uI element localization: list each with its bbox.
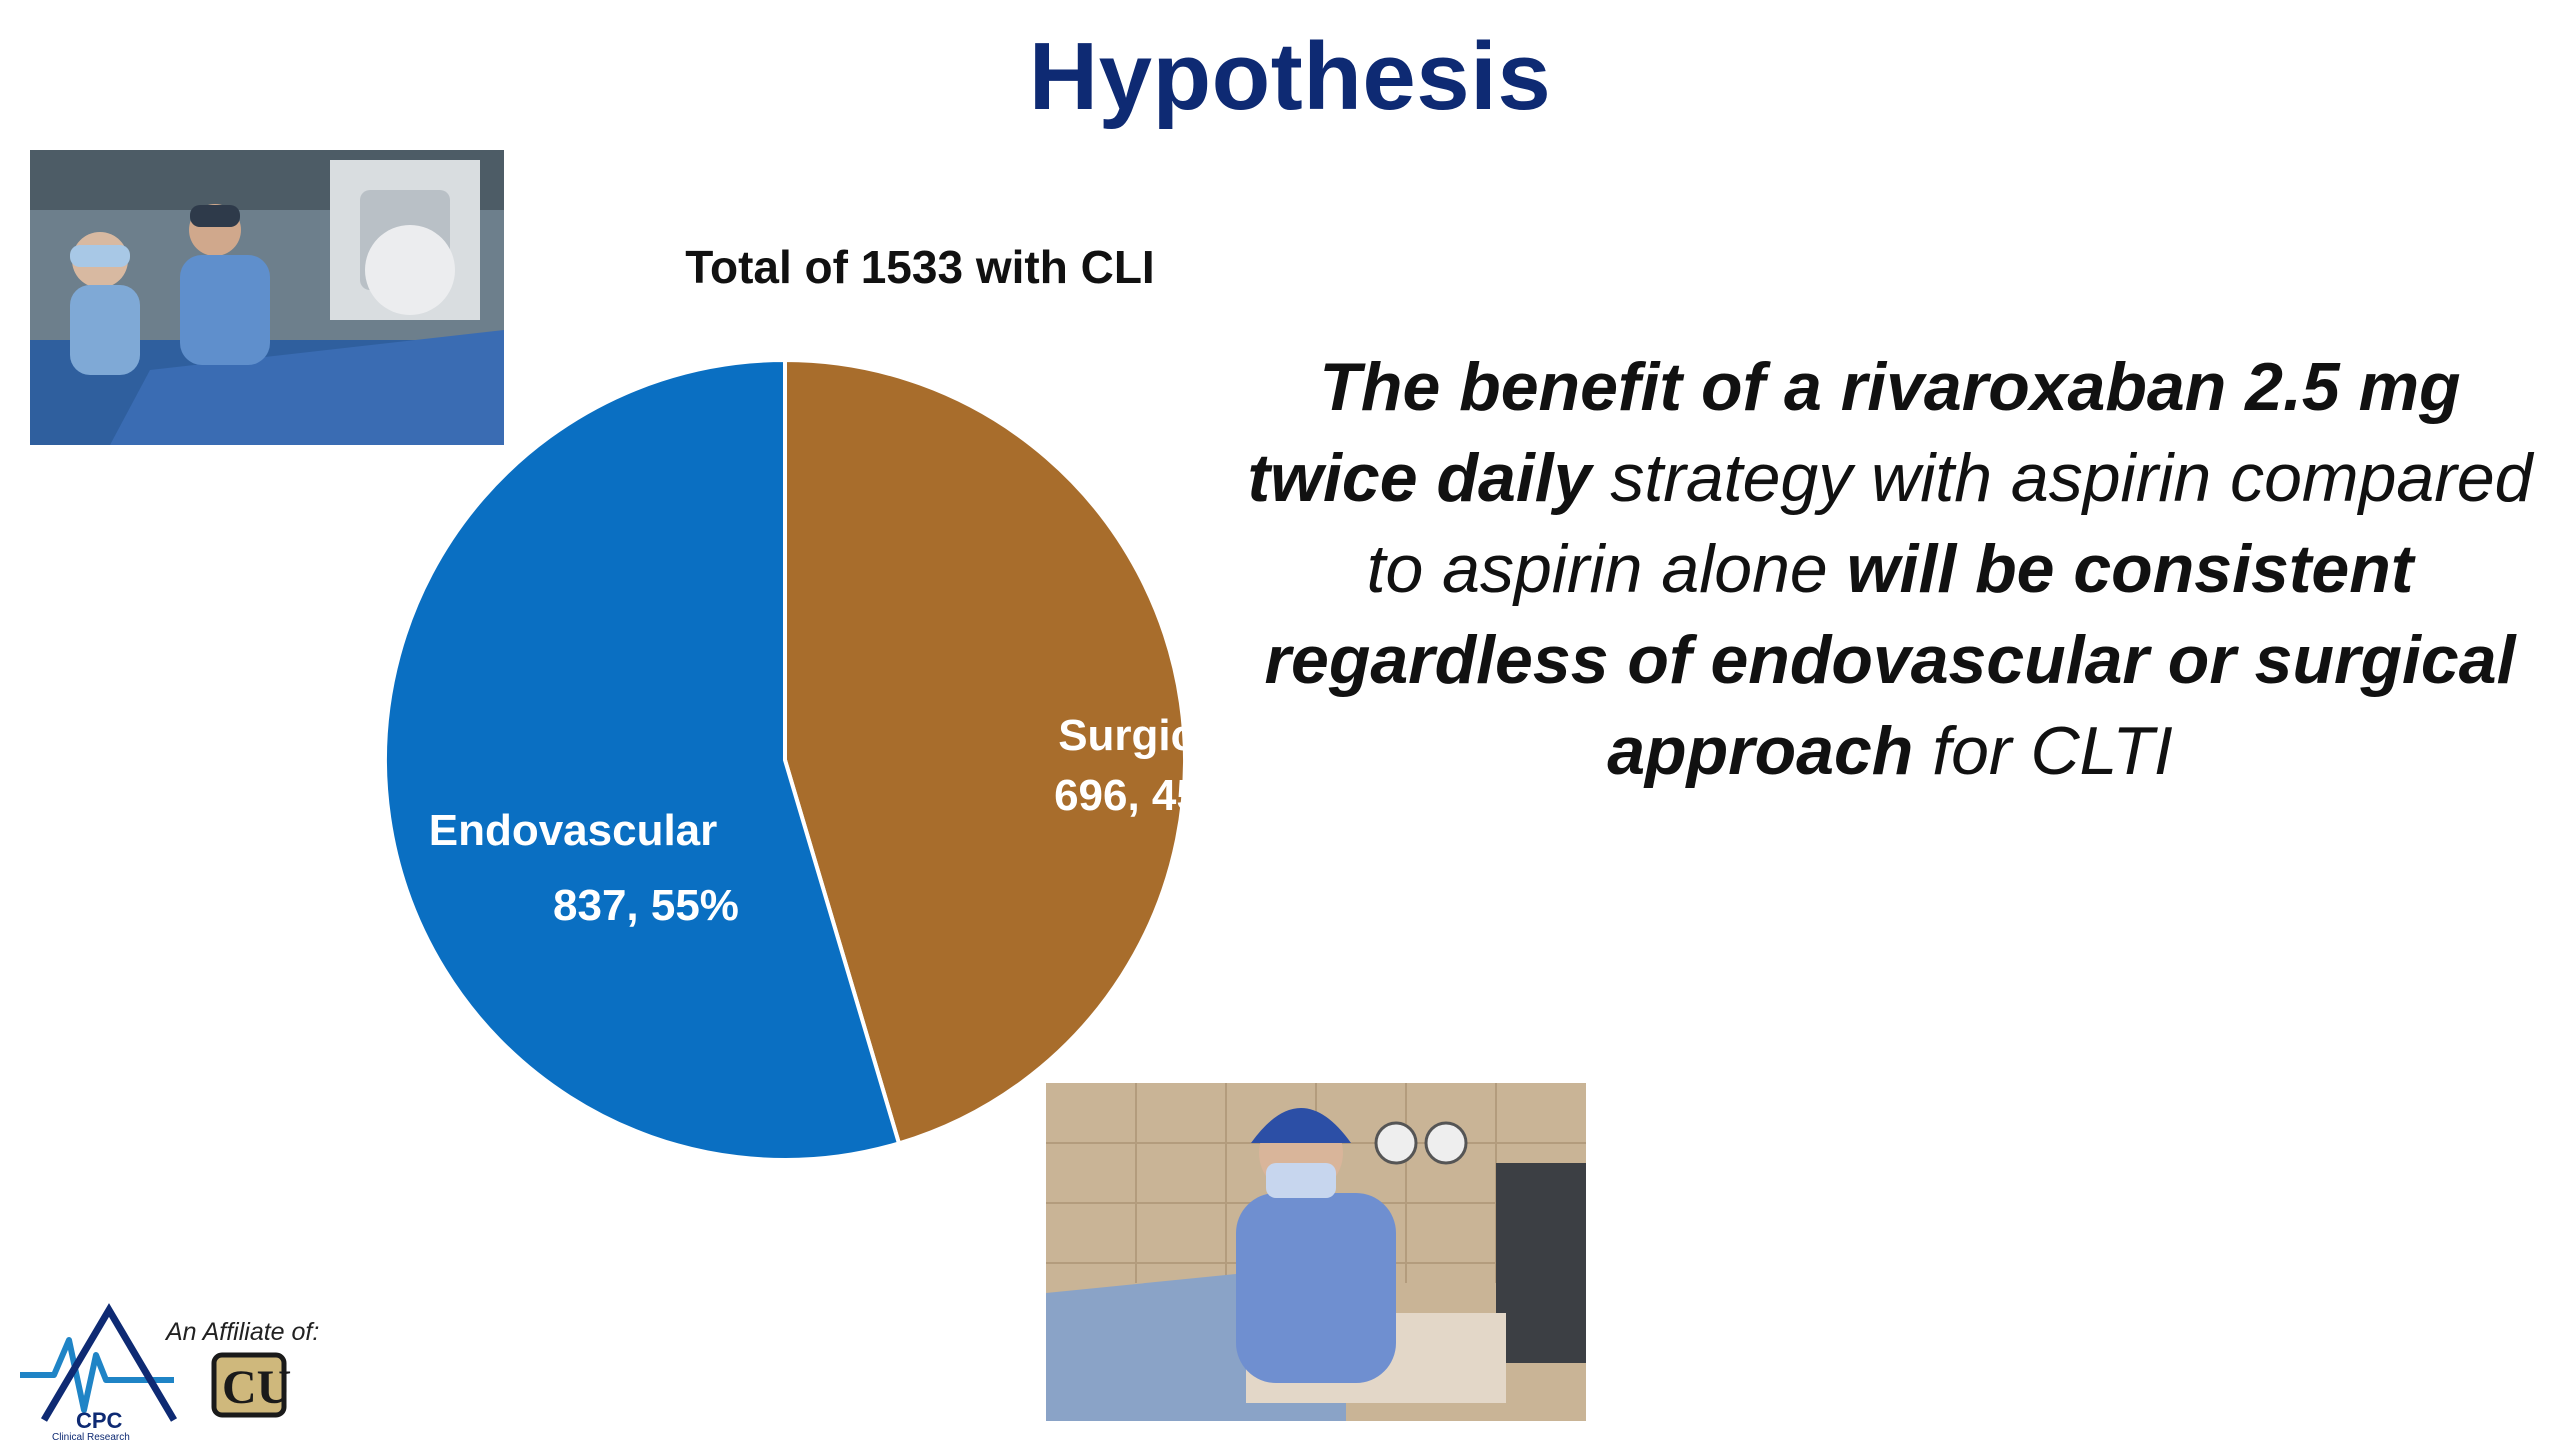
- cpc-logo: CPC Clinical Research CU: [20, 1303, 291, 1440]
- hypothesis-part-1: The benefit of a rivaroxaban 2.5 mg twic…: [1247, 349, 2461, 516]
- logo-sub: Clinical Research: [52, 1432, 130, 1440]
- affiliate-label: An Affiliate of:: [166, 1318, 320, 1346]
- surgeon-photo: [1046, 1083, 1586, 1421]
- slice-label-surgical: 696, 45%: [1054, 771, 1240, 820]
- hypothesis-text: The benefit of a rivaroxaban 2.5 mg twic…: [1240, 342, 2540, 797]
- chart-title: Total of 1533 with CLI: [685, 241, 1155, 293]
- hypothesis-part-4: for CLTI: [1913, 713, 2173, 789]
- cath-lab-photo: [30, 150, 504, 445]
- hypothesis-part-2: strategy with aspirin compared to aspiri…: [1366, 440, 2533, 607]
- pie-chart: Total of 1533 with CLI Surgical 696, 45% E…: [360, 220, 1260, 1180]
- svg-text:CU: CU: [222, 1361, 291, 1414]
- logo-text: CPC: [76, 1408, 123, 1433]
- slide-title: Hypothesis: [1028, 23, 1552, 130]
- slice-name-surgical: Surgical: [1058, 711, 1232, 760]
- slice-name-endovascular: Endovascular: [429, 806, 718, 855]
- pie-slice-endovascular: [382, 357, 902, 1162]
- pie-slice-surgical: [783, 357, 1187, 1146]
- slice-label-endovascular: 837, 55%: [553, 881, 739, 930]
- hypothesis-part-3: will be consistent regardless of endovas…: [1264, 531, 2516, 789]
- cu-logo: CU: [211, 1352, 291, 1418]
- pie-svg: Surgical 696, 45% Endovascular 837, 55%: [382, 357, 1240, 1162]
